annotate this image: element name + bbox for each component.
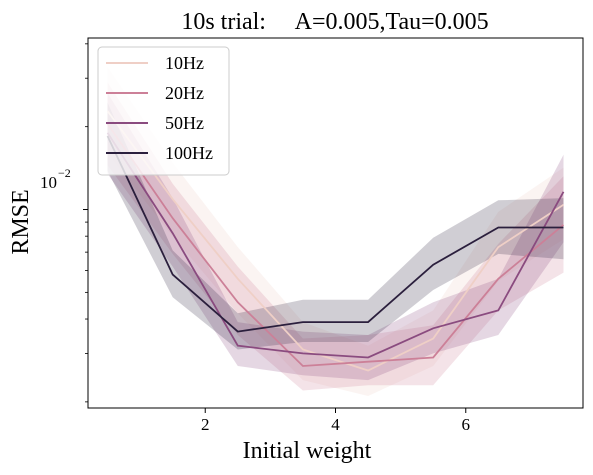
legend: 10Hz 20Hz 50Hz 100Hz: [97, 46, 230, 176]
x-axis-label: Initial weight: [243, 438, 372, 464]
ci-band-20Hz: [107, 82, 564, 391]
y-axis-ticks: [83, 43, 88, 403]
x-tick-label: 6: [462, 415, 471, 434]
legend-label-100Hz: 100Hz: [165, 143, 213, 163]
ci-bands: [107, 66, 564, 397]
series-line-50Hz: [106, 132, 565, 359]
ci-band-50Hz: [107, 93, 564, 381]
x-axis-ticks: 2 4 6: [201, 408, 470, 434]
legend-box: [97, 46, 230, 176]
series-line-20Hz: [106, 123, 565, 367]
chart-title: 10s trial: A=0.005,Tau=0.005: [181, 9, 488, 35]
x-tick-label: 4: [331, 415, 340, 434]
y-tick-label-base: 10: [40, 173, 57, 192]
y-axis-label: RMSE: [8, 189, 34, 254]
legend-label-20Hz: 20Hz: [165, 83, 204, 103]
x-tick-label: 2: [201, 415, 210, 434]
legend-label-10Hz: 10Hz: [165, 53, 204, 73]
legend-label-50Hz: 50Hz: [165, 113, 204, 133]
ci-band-10Hz: [107, 66, 564, 397]
y-tick-label-exponent: −2: [58, 166, 71, 180]
series-line-10Hz: [106, 110, 564, 372]
series-lines: [106, 110, 565, 372]
y-major-tick-label: 10 −2: [40, 166, 71, 192]
series-line-100Hz: [106, 135, 564, 333]
ci-band-100Hz: [107, 102, 564, 350]
